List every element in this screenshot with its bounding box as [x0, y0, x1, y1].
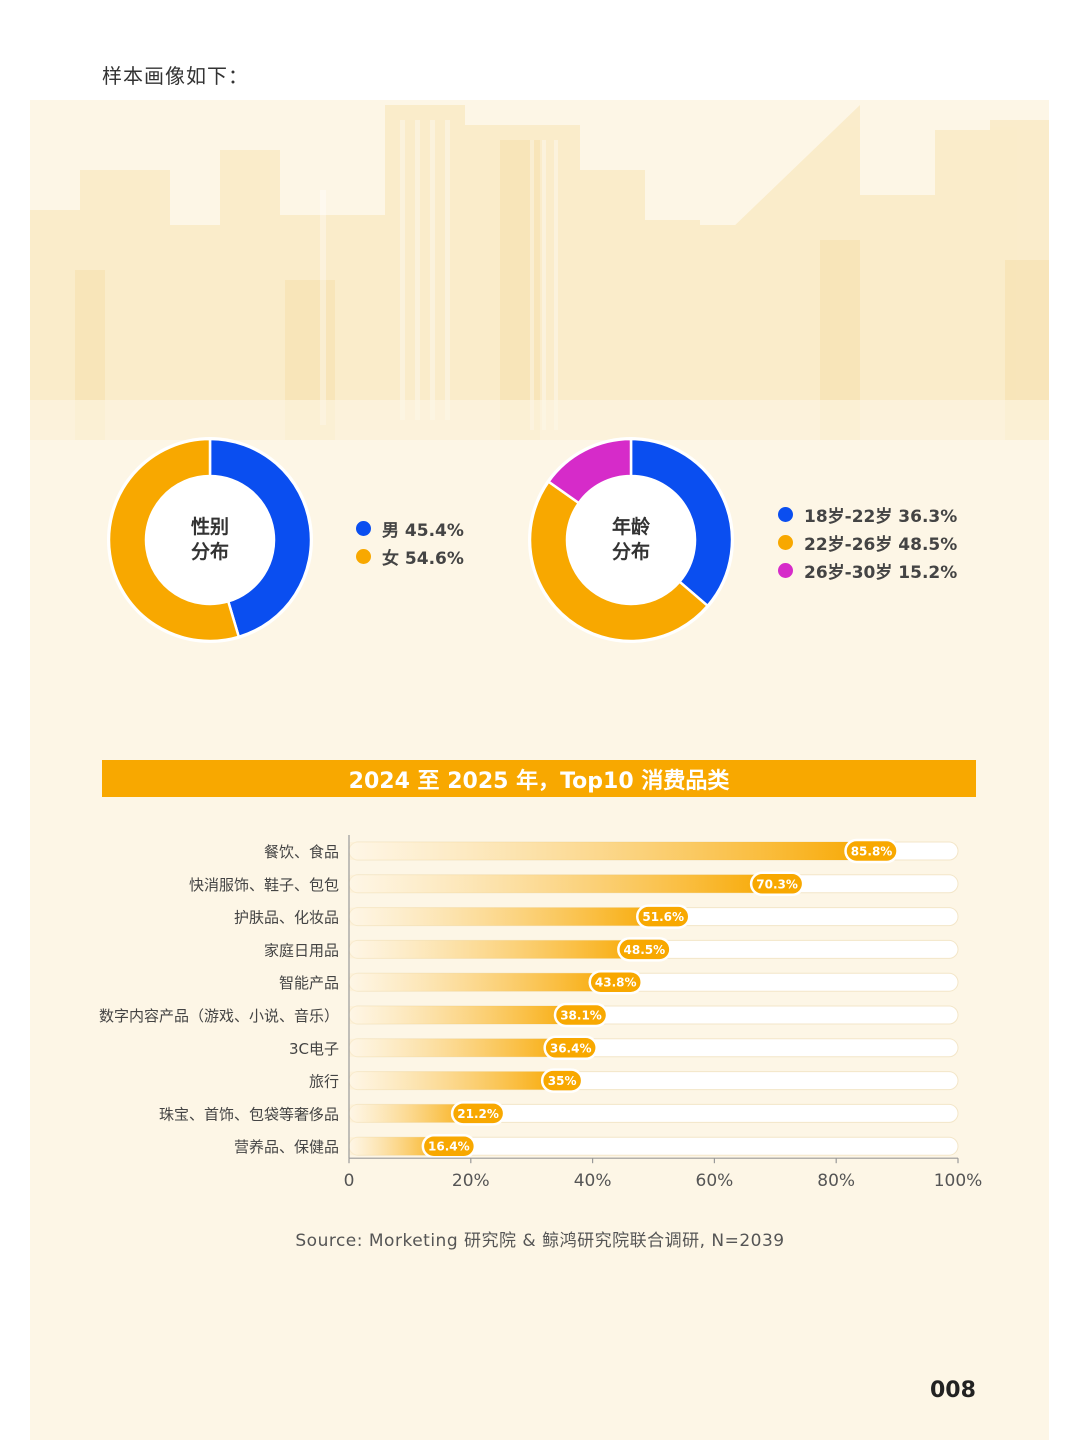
- x-tick-label: 40%: [574, 1171, 612, 1191]
- legend-item-female: 女 54.6%: [356, 542, 464, 570]
- legend-label-male: 男 45.4%: [382, 520, 464, 541]
- gender-slice-0: [208, 437, 313, 639]
- bar: [349, 940, 645, 959]
- legend-dot-female: [356, 548, 371, 564]
- age-donut-svg: [528, 437, 734, 643]
- bar: [349, 973, 616, 992]
- age-center-line-1: 年龄: [611, 516, 650, 538]
- category-label: 营养品、保健品: [234, 1138, 339, 1156]
- data-label: 38.1%: [560, 1009, 602, 1023]
- legend-label-age-26-30: 26岁-30岁 15.2%: [804, 562, 958, 583]
- data-label: 36.4%: [550, 1041, 592, 1055]
- gender-hole: [147, 477, 273, 603]
- legend-item-age-26-30: 26岁-30岁 15.2%: [778, 556, 957, 584]
- gender-center-line-2: 分布: [190, 541, 229, 563]
- age-slice-0: [629, 437, 734, 608]
- legend-dot-age-22-26: [778, 534, 793, 550]
- source-note: Source: Morketing 研究院 & 鲸鸿研究院联合调研, N=203…: [295, 1231, 785, 1251]
- data-label: 43.8%: [595, 976, 637, 990]
- x-tick-label: 0: [344, 1171, 355, 1191]
- intro-text: 样本画像如下：: [102, 64, 249, 88]
- gender-donut-chart: 性别 分布: [106, 436, 314, 644]
- category-label: 护肤品、化妆品: [234, 909, 339, 927]
- value-pill: [421, 1133, 477, 1159]
- data-label: 70.3%: [756, 877, 798, 891]
- age-legend: 18岁-22岁 36.3% 22岁-26岁 48.5% 26岁-30岁 15.2…: [778, 500, 957, 584]
- data-label: 85.8%: [851, 845, 893, 859]
- value-pill: [635, 904, 691, 929]
- x-tick-label: 60%: [696, 1171, 734, 1191]
- legend-item-male: 男 45.4%: [356, 514, 464, 542]
- category-label: 智能产品: [279, 974, 339, 992]
- top10-categories-bar-chart: 餐饮、食品 85.8% 快消服饰、鞋子、包包 70.3% 护肤品、化妆品 51.6% 家庭日…: [99, 835, 983, 1191]
- gender-center-line-1: 性别: [190, 516, 229, 538]
- category-label: 家庭日用品: [264, 941, 339, 959]
- bar-chart-title-banner: 2024 至 2025 年，Top10 消费品类: [102, 760, 976, 797]
- data-label: 35%: [548, 1074, 577, 1088]
- value-pill: [588, 969, 643, 995]
- legend-label-age-18-22: 18岁-22岁 36.3%: [804, 506, 958, 527]
- value-pill: [540, 1068, 584, 1093]
- legend-label-age-22-26: 22岁-26岁 48.5%: [804, 534, 958, 555]
- category-label: 旅行: [309, 1073, 339, 1091]
- age-donut-center-label: 年龄 分布: [527, 436, 735, 644]
- category-label: 快消服饰、鞋子、包包: [189, 876, 339, 894]
- gender-donut-svg: [107, 437, 313, 643]
- value-pill: [450, 1101, 506, 1126]
- page-number: 008: [930, 1378, 976, 1403]
- data-label: 48.5%: [624, 943, 666, 957]
- gender-legend: 男 45.4% 女 54.6%: [356, 514, 464, 570]
- age-slice-1: [528, 479, 710, 643]
- age-center-line-2: 分布: [611, 541, 650, 563]
- value-pill: [543, 1035, 598, 1061]
- bar: [349, 907, 664, 926]
- bar: [349, 1038, 571, 1057]
- x-tick-label: 100%: [934, 1171, 983, 1191]
- category-label: 餐饮、食品: [264, 843, 339, 861]
- legend-item-age-22-26: 22岁-26岁 48.5%: [778, 528, 957, 556]
- data-label: 16.4%: [428, 1140, 470, 1154]
- bar: [349, 1006, 582, 1024]
- legend-dot-male: [356, 520, 371, 536]
- age-donut-chart: 年龄 分布: [527, 436, 735, 644]
- value-pill: [553, 1002, 609, 1028]
- value-pill: [617, 937, 672, 962]
- gender-donut-center-label: 性别 分布: [106, 436, 314, 644]
- bar: [349, 874, 778, 893]
- bar-chart-title: 2024 至 2025 年，Top10 消费品类: [348, 768, 730, 794]
- city-skyline-illustration: [30, 105, 1049, 440]
- legend-label-female: 女 54.6%: [382, 548, 464, 569]
- gender-slice-1: [107, 437, 241, 643]
- value-pill: [844, 838, 899, 864]
- age-hole: [568, 477, 694, 603]
- age-slice-2: [546, 437, 633, 505]
- bar: [349, 1104, 479, 1123]
- legend-dot-age-18-22: [778, 506, 793, 522]
- legend-dot-age-26-30: [778, 562, 793, 578]
- bar: [349, 842, 872, 860]
- value-pill: [749, 871, 805, 897]
- category-label: 珠宝、首饰、包袋等奢侈品: [159, 1105, 339, 1123]
- category-label: 3C电子: [289, 1040, 339, 1058]
- data-label: 51.6%: [642, 910, 684, 924]
- category-label: 数字内容产品（游戏、小说、音乐）: [99, 1007, 339, 1025]
- legend-item-age-18-22: 18岁-22岁 36.3%: [778, 500, 957, 528]
- x-tick-label: 80%: [817, 1171, 855, 1191]
- bar: [349, 1071, 563, 1090]
- data-label: 21.2%: [457, 1107, 499, 1121]
- x-tick-label: 20%: [452, 1171, 490, 1191]
